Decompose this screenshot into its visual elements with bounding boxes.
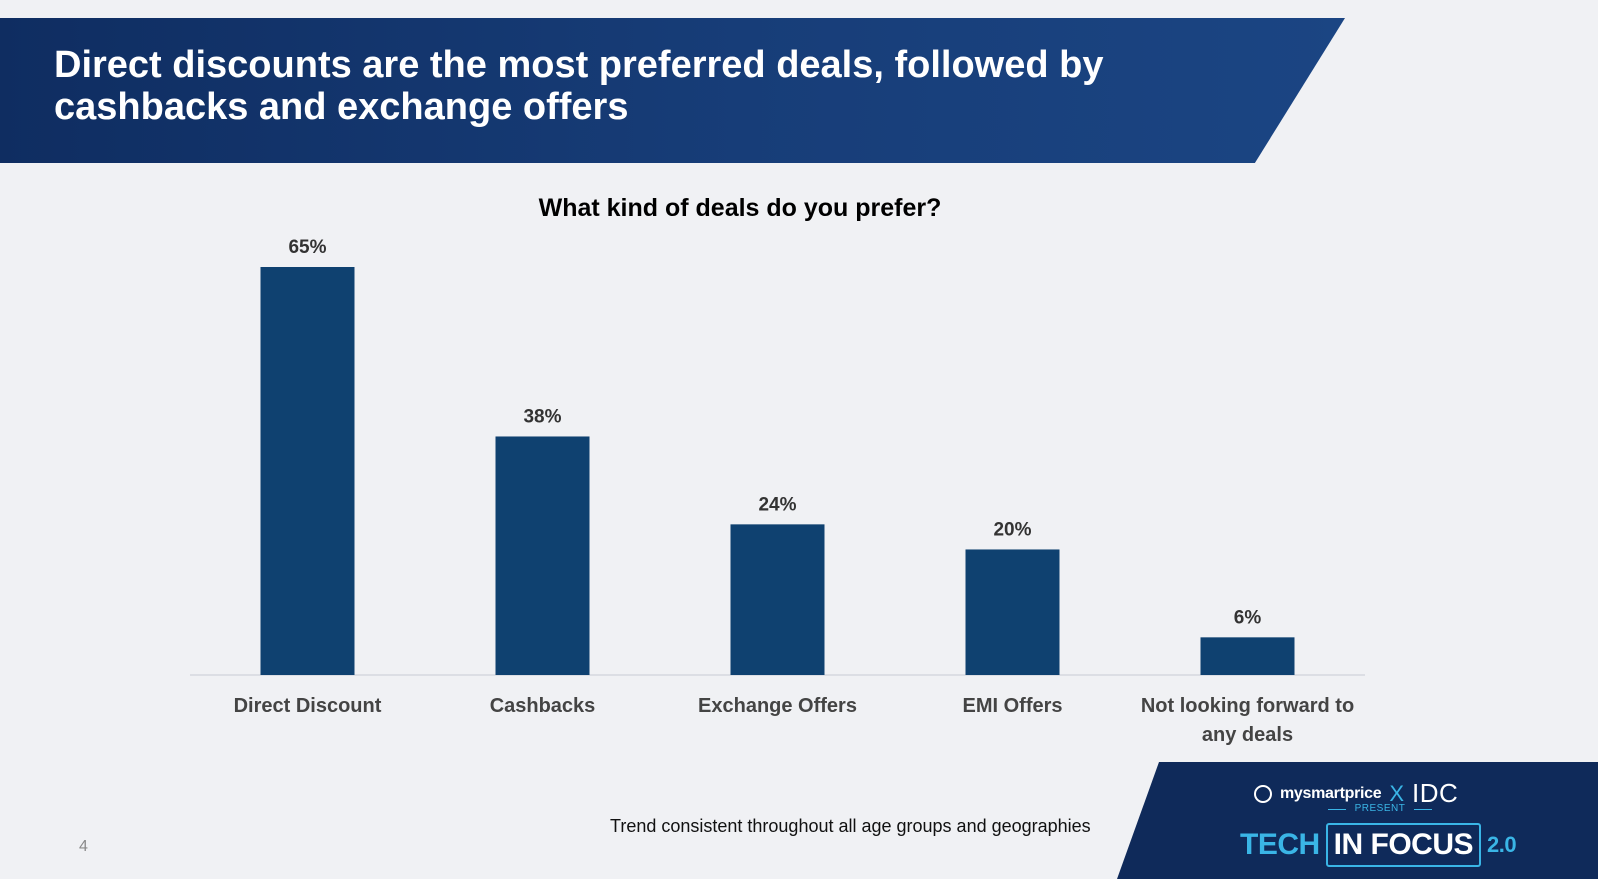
category-label: EMI Offers bbox=[962, 695, 1062, 717]
data-label: 6% bbox=[1234, 607, 1262, 628]
category-label: Not looking forward to any deals bbox=[1141, 695, 1354, 746]
event-name-part2: IN FOCUS bbox=[1325, 823, 1482, 867]
event-name-part1: TECH bbox=[1240, 828, 1320, 861]
title-banner bbox=[0, 18, 1345, 163]
category-label: Direct Discount bbox=[234, 695, 382, 717]
bar bbox=[730, 524, 825, 675]
present-label: PRESENT bbox=[1328, 803, 1432, 814]
bar bbox=[1200, 637, 1295, 675]
chart-title: What kind of deals do you prefer? bbox=[538, 194, 942, 222]
event-version: 2.0 bbox=[1487, 832, 1517, 857]
data-label: 38% bbox=[523, 406, 561, 427]
mysmartprice-logo-icon bbox=[1254, 784, 1272, 803]
data-label: 65% bbox=[288, 237, 326, 258]
data-label: 24% bbox=[758, 494, 796, 515]
slide-title: Direct discounts are the most preferred … bbox=[54, 44, 1104, 128]
event-logo: TECH IN FOCUS 2.0 bbox=[1240, 823, 1517, 867]
data-label: 20% bbox=[993, 519, 1031, 540]
partner-b-name: IDC bbox=[1412, 778, 1459, 808]
bar bbox=[260, 267, 355, 675]
category-label: Exchange Offers bbox=[698, 695, 857, 717]
footnote: Trend consistent throughout all age grou… bbox=[610, 816, 1091, 836]
category-label: Cashbacks bbox=[490, 695, 596, 717]
bar bbox=[965, 549, 1060, 675]
bar bbox=[495, 436, 590, 675]
brand-panel bbox=[1117, 762, 1598, 879]
page-number: 4 bbox=[79, 838, 88, 855]
partner-separator: X bbox=[1389, 780, 1405, 806]
brand-header: mysmartprice X IDC bbox=[1254, 778, 1458, 809]
partner-a-name: mysmartprice bbox=[1280, 784, 1382, 802]
